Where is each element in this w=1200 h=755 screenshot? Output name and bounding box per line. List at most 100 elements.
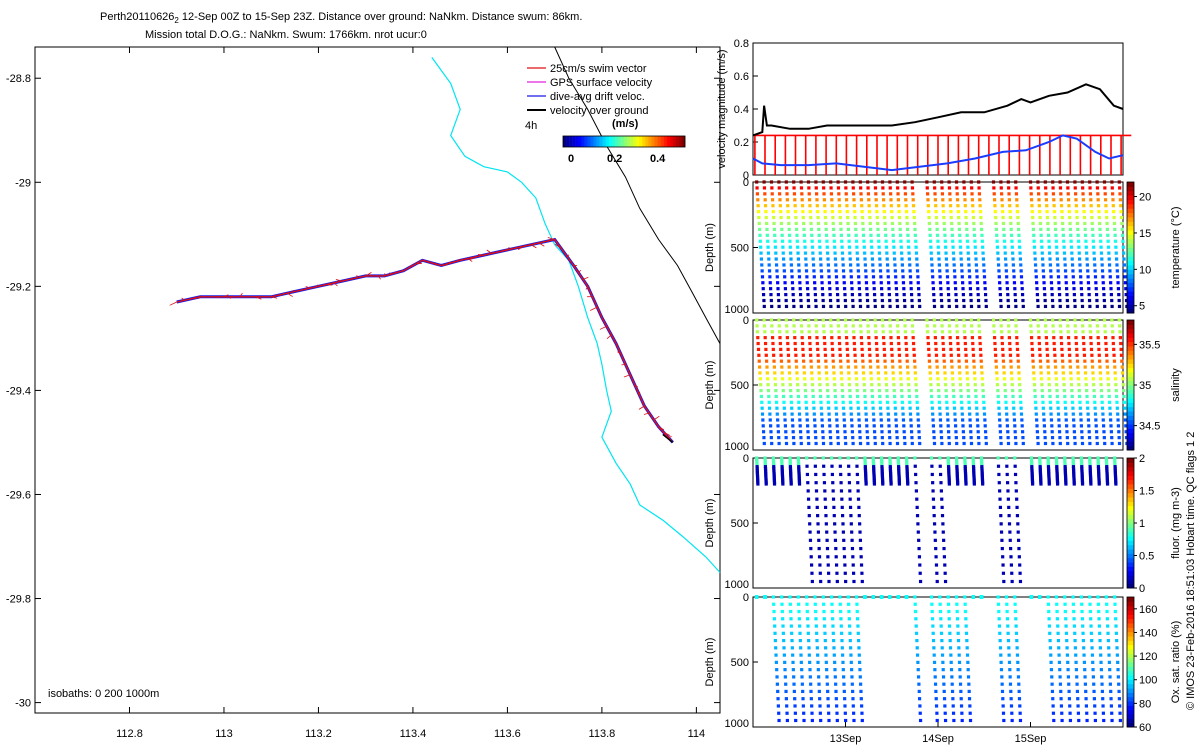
salinity-sample [961,424,964,427]
salinity-sample [940,442,943,445]
temperature-sample [912,204,915,207]
temperature-sample [854,228,857,231]
oxygen-sample [1109,683,1112,686]
temperature-sample [1031,222,1034,225]
salinity-sample [996,389,999,392]
salinity-sample [1001,348,1004,351]
temperature-sample [1085,246,1088,249]
temperature-sample [1054,228,1057,231]
salinity-sample [979,354,982,357]
fluorescence-sample [948,482,951,485]
oxygen-sample [851,683,854,686]
temperature-sample [967,257,970,260]
salinity-sample [910,430,913,433]
oxygen-sample [951,683,954,686]
salinity-sample [948,330,951,333]
temperature-sample [876,216,879,219]
temperature-sample [1084,234,1087,237]
temperature-colorbar-cell [1127,274,1134,279]
temperature-sample [974,252,977,255]
legend-colorbar-cell [581,136,584,147]
salinity-sample [1014,442,1017,445]
temperature-sample [896,186,899,189]
oxygen-sample [1073,632,1076,635]
temperature-sample [1035,287,1038,290]
fluorescence-colorbar-label: fluor. (mg m-3) [1170,487,1182,559]
oxygen-sample [1048,639,1051,642]
temperature-sample [846,222,849,225]
salinity-sample [1095,424,1098,427]
temperature-sample [762,299,765,302]
salinity-sample [782,395,785,398]
salinity-sample [1098,354,1101,357]
temperature-sample [1114,240,1117,243]
temperature-sample [887,287,890,290]
salinity-sample [1019,401,1022,404]
temperature-sample [850,287,853,290]
salinity-sample [1088,436,1091,439]
salinity-sample [828,424,831,427]
temperature-sample [1047,228,1050,231]
temperature-sample [1033,252,1036,255]
oxygen-sample [916,646,919,649]
temperature-sample [1087,287,1090,290]
oxygen-sample [793,690,796,693]
salinity-sample [1045,336,1048,339]
salinity-sample [965,360,968,363]
temperature-sample [907,246,910,249]
salinity-sample [1040,377,1043,380]
salinity-sample [772,354,775,357]
temperature-sample [948,305,951,308]
temperature-sample [861,222,864,225]
temperature-sample [999,293,1002,296]
temperature-sample [1083,210,1086,213]
oxygen-sample [914,617,917,620]
salinity-sample [1085,395,1088,398]
salinity-sample [1018,377,1021,380]
temperature-sample [822,305,825,308]
oxygen-sample [813,595,816,598]
temperature-sample [1105,216,1108,219]
salinity-sample [816,342,819,345]
fluorescence-sample [943,563,946,566]
salinity-sample [940,430,943,433]
temperature-sample [1092,252,1095,255]
salinity-sample [1111,336,1114,339]
temperature-sample [903,305,906,308]
salinity-sample [801,348,804,351]
temperature-sample [1051,305,1054,308]
temperature-sample [1005,275,1008,278]
oxygen-sample [935,712,938,715]
salinity-sample [963,324,966,327]
fluorescence-sample [831,481,834,484]
temperature-sample [828,287,831,290]
salinity-sample [1012,401,1015,404]
temperature-sample [790,275,793,278]
oxygen-sample [1051,697,1054,700]
salinity-sample [869,360,872,363]
temperature-sample [788,234,791,237]
oxygen-sample [967,683,970,686]
temperature-sample [809,210,812,213]
salinity-sample [1040,371,1043,374]
swim-vector [515,248,516,249]
oxygen-sample [1082,654,1085,657]
temperature-sample [852,192,855,195]
salinity-sample [950,365,953,368]
salinity-sample [819,389,822,392]
oxygen-sample [810,712,813,715]
salinity-sample [935,360,938,363]
fluorescence-sample [918,563,921,566]
oxygen-sample [791,646,794,649]
temperature-sample [876,228,879,231]
salinity-sample [1085,383,1088,386]
salinity-sample [803,371,806,374]
temperature-sample [1036,299,1039,302]
temperature-sample [1098,222,1101,225]
temperature-sample [889,198,892,201]
temperature-sample [878,257,881,260]
salinity-sample [1101,401,1104,404]
temperature-colorbar-cell [1127,261,1134,266]
temperature-sample [961,287,964,290]
fluorescence-sample [964,482,967,485]
